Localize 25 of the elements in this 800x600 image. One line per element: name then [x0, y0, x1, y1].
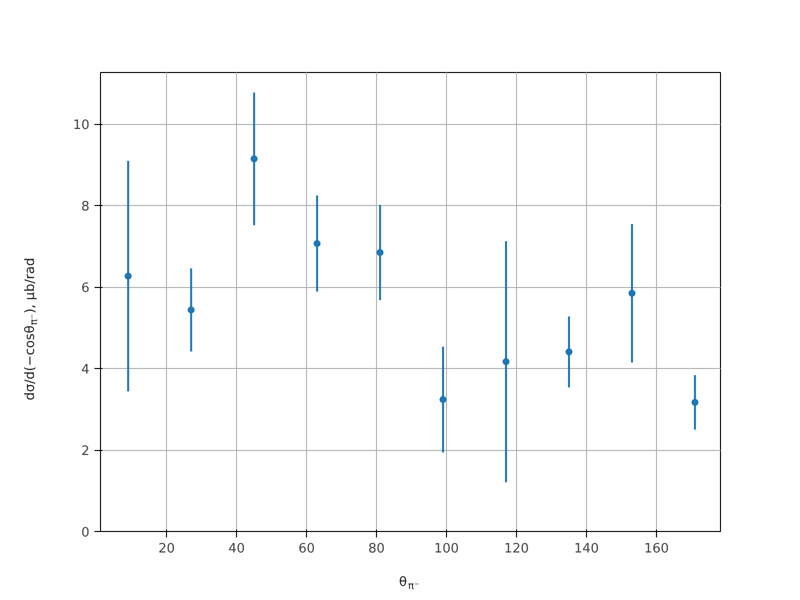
- point: [628, 290, 636, 297]
- y-tick-label: 10: [72, 118, 90, 134]
- point: [566, 348, 572, 356]
- y-axis-title: dσ/d(−cosθπ⁻), μb/rad: [23, 258, 40, 400]
- y-tick-label: 4: [81, 362, 90, 378]
- point: [691, 398, 698, 406]
- point: [188, 306, 195, 314]
- y-tick-label: 8: [81, 200, 90, 215]
- point: [440, 396, 447, 404]
- x-tick-label: 100: [434, 542, 459, 556]
- y-tick-label: 6: [81, 281, 90, 296]
- x-tick-label: 20: [158, 542, 175, 556]
- x-tick-label: 160: [644, 542, 669, 556]
- point: [124, 272, 132, 280]
- x-tick-label: 60: [298, 542, 315, 556]
- y-tick-label: 0: [81, 526, 90, 540]
- y-tick-label: 2: [81, 444, 90, 460]
- point: [502, 358, 510, 366]
- point: [250, 155, 258, 162]
- x-tick-label: 140: [574, 542, 599, 556]
- x-tick-label: 40: [228, 542, 245, 556]
- x-tick-label: 80: [368, 542, 385, 556]
- point: [376, 249, 384, 256]
- point: [314, 240, 321, 248]
- x-tick-label: 120: [504, 542, 529, 556]
